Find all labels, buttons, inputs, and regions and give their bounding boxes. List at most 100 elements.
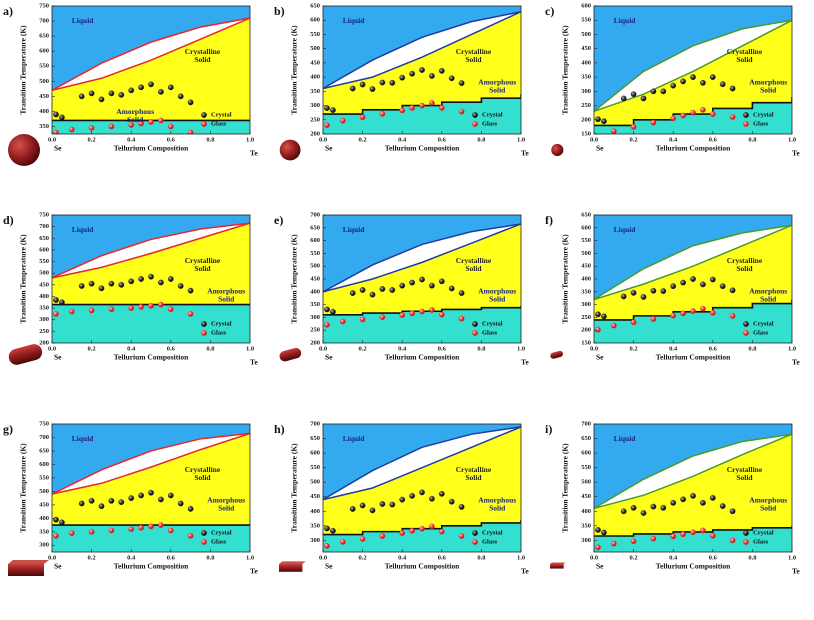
legend-marker bbox=[743, 530, 749, 536]
y-tick-label: 400 bbox=[39, 108, 49, 115]
x-tick-label: 0.0 bbox=[319, 345, 327, 352]
region-label: Solid bbox=[736, 473, 753, 482]
region-label: Solid bbox=[736, 264, 753, 273]
point bbox=[88, 307, 95, 314]
region-label: Amorphous bbox=[478, 287, 516, 296]
y-tick-label: 750 bbox=[39, 420, 49, 427]
point bbox=[409, 310, 415, 317]
point bbox=[458, 80, 465, 86]
x-tick-label: 0.2 bbox=[359, 554, 367, 561]
coexistence-region bbox=[594, 20, 792, 112]
x-tick-label: 0.0 bbox=[48, 136, 56, 143]
panel: LiquidCrystallineSolidAmorphousSolidCrys… bbox=[274, 420, 529, 575]
liquid-region bbox=[52, 215, 250, 278]
point bbox=[167, 527, 174, 534]
x-tick-label: 1.0 bbox=[246, 554, 254, 561]
plot-area bbox=[594, 6, 792, 134]
y-tick-label: 650 bbox=[310, 224, 320, 231]
point bbox=[601, 529, 607, 536]
coexistence-region bbox=[52, 223, 250, 278]
point bbox=[729, 537, 736, 544]
legend-marker bbox=[201, 121, 207, 127]
point bbox=[78, 283, 85, 289]
point bbox=[409, 70, 415, 77]
legend-label: Glass bbox=[482, 329, 498, 336]
point bbox=[419, 525, 425, 532]
point bbox=[128, 87, 135, 94]
point bbox=[59, 299, 65, 306]
point bbox=[379, 314, 386, 320]
point bbox=[690, 276, 696, 282]
point bbox=[379, 110, 386, 117]
point bbox=[680, 496, 686, 503]
point bbox=[148, 119, 154, 125]
y-tick-label: 150 bbox=[581, 339, 591, 346]
point bbox=[339, 318, 346, 325]
panel-label: c) bbox=[545, 4, 554, 18]
point bbox=[98, 285, 105, 292]
y-tick-label: 150 bbox=[581, 130, 591, 137]
y-axis-label: Transition Temperature (K) bbox=[561, 443, 570, 533]
point bbox=[349, 85, 356, 92]
end-label: Te bbox=[521, 567, 529, 576]
point bbox=[709, 532, 716, 539]
legend-label: Glass bbox=[211, 329, 227, 336]
region-label: Solid bbox=[760, 86, 777, 95]
x-tick-label: 0.8 bbox=[477, 345, 486, 352]
point bbox=[620, 95, 627, 102]
x-axis-label: Tellurium Composition bbox=[656, 353, 731, 362]
point bbox=[458, 108, 465, 115]
y-tick-label: 550 bbox=[39, 258, 49, 265]
lower-curve bbox=[52, 432, 250, 495]
plot-area bbox=[594, 215, 792, 343]
panel: LiquidCrystallineSolidAmorphousSolidCrys… bbox=[545, 420, 800, 575]
point bbox=[409, 104, 415, 111]
icon-slab-top bbox=[550, 562, 566, 564]
coexistence-region bbox=[323, 223, 521, 292]
x-tick-label: 0.2 bbox=[630, 345, 638, 352]
point bbox=[690, 529, 696, 536]
region-label: Solid bbox=[218, 504, 235, 513]
point bbox=[640, 294, 647, 300]
point bbox=[429, 495, 435, 502]
panel: LiquidCrystallineSolidAmorphousSolidCrys… bbox=[274, 211, 529, 366]
panel-label: b) bbox=[274, 4, 285, 18]
point bbox=[429, 307, 435, 313]
point bbox=[448, 75, 455, 82]
x-tick-label: 1.0 bbox=[788, 136, 796, 143]
region-label: Amorphous bbox=[749, 496, 787, 505]
liquid-region bbox=[52, 424, 250, 495]
lower-curve bbox=[323, 11, 521, 90]
point bbox=[709, 495, 716, 501]
point bbox=[187, 506, 194, 512]
point bbox=[630, 504, 637, 511]
x-tick-label: 0.2 bbox=[88, 136, 96, 143]
point bbox=[429, 282, 435, 289]
point bbox=[108, 497, 115, 504]
region-label: Liquid bbox=[72, 16, 95, 25]
y-tick-label: 300 bbox=[310, 537, 320, 544]
y-axis-label: Transition Temperature (K) bbox=[19, 25, 28, 115]
x-tick-label: 1.0 bbox=[246, 345, 254, 352]
y-tick-label: 350 bbox=[581, 74, 591, 81]
point bbox=[670, 499, 677, 506]
point bbox=[53, 311, 59, 317]
point bbox=[438, 104, 445, 111]
plot-frame bbox=[322, 5, 522, 135]
upper-curve bbox=[594, 224, 792, 301]
legend-label: Crystal bbox=[482, 111, 503, 118]
y-tick-label: 750 bbox=[39, 2, 49, 9]
legend-label: Glass bbox=[753, 538, 769, 545]
point bbox=[429, 73, 435, 79]
region-label: Liquid bbox=[614, 16, 637, 25]
point bbox=[650, 503, 657, 510]
point bbox=[359, 536, 366, 542]
point bbox=[88, 497, 95, 504]
region-label: Solid bbox=[194, 473, 211, 482]
point bbox=[148, 302, 154, 309]
x-tick-label: 0.4 bbox=[127, 554, 136, 561]
point bbox=[59, 519, 65, 526]
end-label: Te bbox=[792, 567, 800, 576]
point bbox=[700, 281, 706, 288]
x-tick-label: 1.0 bbox=[788, 554, 796, 561]
